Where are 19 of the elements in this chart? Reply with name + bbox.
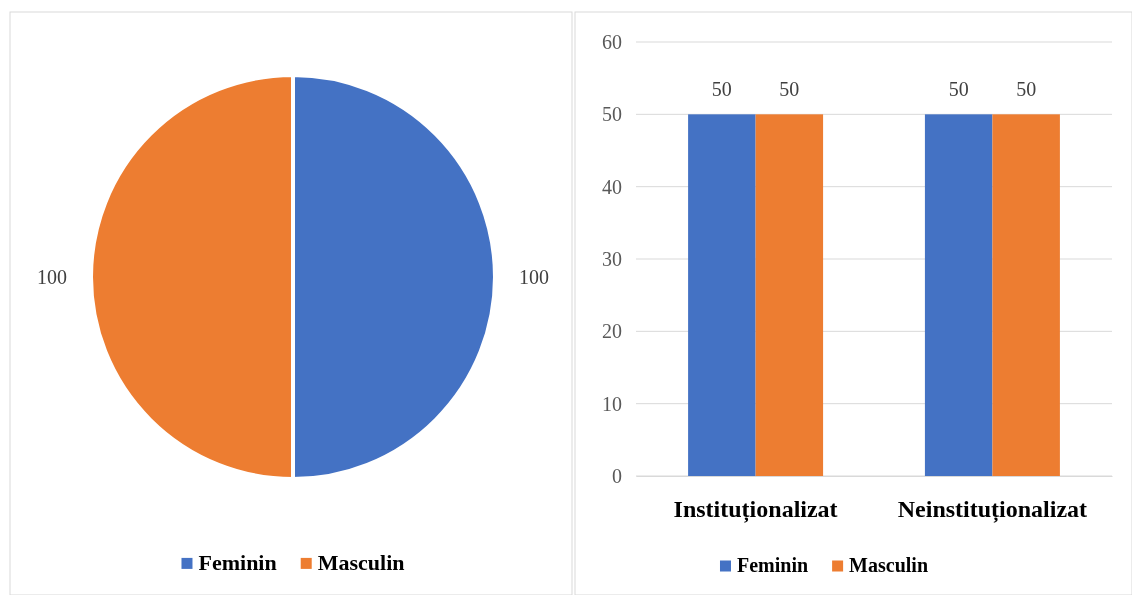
data-label: 100 [519,266,549,288]
legend-label: Feminin [736,554,809,576]
data-label: 50 [779,78,800,101]
y-tick-label: 60 [602,30,622,53]
y-tick-label: 50 [602,103,622,126]
x-tick-label: Neinstituționalizat [897,496,1088,524]
y-tick-label: 20 [602,320,622,343]
data-label: 100 [37,266,67,288]
y-tick-label: 0 [612,464,622,487]
y-tick-label: 40 [602,175,622,198]
legend-label: Masculin [849,554,929,576]
y-tick-label: 10 [602,392,622,415]
data-label: 50 [1016,78,1037,101]
legend-label: Feminin [198,550,277,575]
data-label: 50 [948,78,969,101]
data-label: 50 [711,78,732,101]
x-tick-label: Instituționalizat [673,496,838,524]
y-tick-label: 30 [602,247,622,270]
legend-label: Masculin [317,550,405,575]
